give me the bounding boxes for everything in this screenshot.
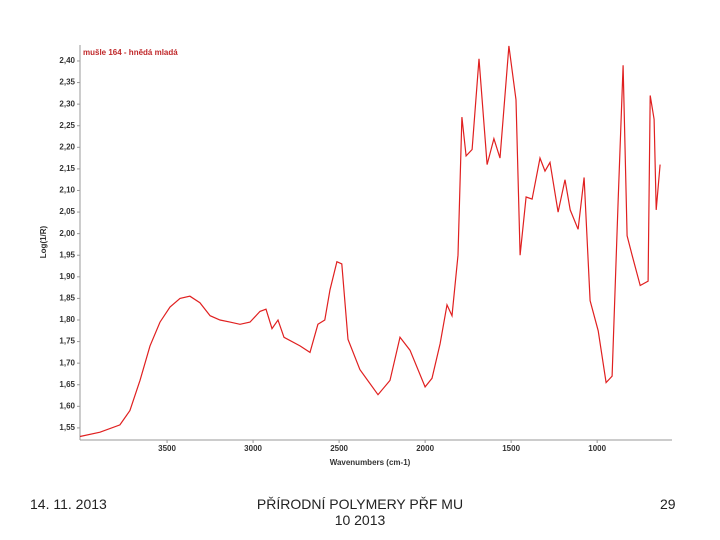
y-tick-label: 1,55 [59, 423, 75, 432]
x-tick-label: 3500 [158, 444, 176, 453]
y-tick-label: 1,85 [59, 294, 75, 303]
y-tick-label: 2,05 [59, 207, 75, 216]
y-tick-label: 2,15 [59, 164, 75, 173]
x-tick-label: 2500 [330, 444, 348, 453]
x-axis-label: Wavenumbers (cm-1) [330, 458, 411, 467]
y-tick-label: 2,10 [59, 186, 75, 195]
y-tick-label: 1,60 [59, 401, 75, 410]
footer-title: PŘÍRODNÍ POLYMERY PŘF MU 10 2013 [256, 496, 464, 528]
x-tick-label: 3000 [244, 444, 262, 453]
y-tick-label: 2,35 [59, 78, 75, 87]
y-tick-label: 1,80 [59, 315, 75, 324]
y-tick-label: 2,00 [59, 229, 75, 238]
y-axis-label: Log(1/R) [39, 225, 48, 258]
chart-title: mušle 164 - hnědá mladá [83, 48, 178, 57]
y-tick-label: 1,95 [59, 250, 75, 259]
x-tick-label: 1500 [502, 444, 520, 453]
y-tick-label: 2,25 [59, 121, 75, 130]
footer-date: 14. 11. 2013 [30, 496, 107, 512]
y-tick-label: 2,30 [59, 99, 75, 108]
footer-page: 29 [660, 496, 676, 512]
y-tick-label: 1,90 [59, 272, 75, 281]
y-tick-label: 2,40 [59, 56, 75, 65]
y-tick-label: 1,75 [59, 337, 75, 346]
x-tick-label: 1000 [588, 444, 606, 453]
x-tick-label: 2000 [416, 444, 434, 453]
spectrum-line [79, 45, 661, 438]
y-tick-label: 1,70 [59, 358, 75, 367]
y-tick-label: 1,65 [59, 380, 75, 389]
y-tick-label: 2,20 [59, 142, 75, 151]
